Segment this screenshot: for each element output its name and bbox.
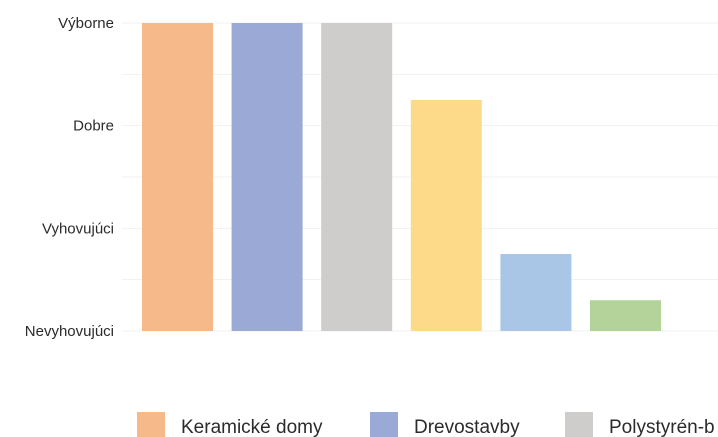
legend-label: Polystyrén-b [609,417,715,437]
legend-label: Keramické domy [181,417,323,437]
legend: Keramické domy Drevostavby Polystyrén-b [137,412,715,437]
legend-swatch [370,412,398,437]
bars [142,23,661,331]
bar [321,23,393,331]
bar [410,100,482,331]
y-tick-label: Výborne [58,15,114,32]
y-tick-label: Vyhovujúci [42,220,114,237]
legend-swatch [565,412,593,437]
bar [500,254,572,331]
y-axis-tick-labels: Nevyhovujúci Vyhovujúci Dobre Výborne [25,15,114,340]
y-tick-label: Dobre [73,118,114,135]
bar [142,23,213,331]
legend-label: Drevostavby [414,417,520,437]
y-tick-label: Nevyhovujúci [25,323,114,340]
bar [231,23,303,331]
bar [590,300,661,331]
legend-swatch [137,412,165,437]
